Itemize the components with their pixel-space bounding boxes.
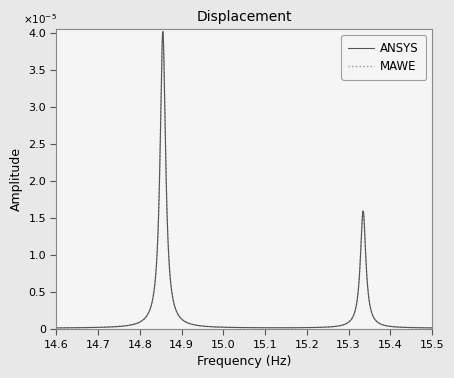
- Text: $\times\mathregular{10}^{-5}$: $\times\mathregular{10}^{-5}$: [23, 12, 57, 26]
- MAWE: [73, 325, 78, 330]
- ANSYS: [54, 325, 59, 330]
- ANSYS: [190, 322, 195, 327]
- ANSYS: [292, 325, 298, 330]
- Line: MAWE: MAWE: [56, 32, 432, 328]
- MAWE: [160, 29, 166, 34]
- MAWE: [429, 325, 434, 330]
- ANSYS: [352, 309, 358, 314]
- MAWE: [276, 325, 281, 330]
- Y-axis label: Amplitude: Amplitude: [10, 147, 23, 211]
- Legend: ANSYS, MAWE: ANSYS, MAWE: [341, 35, 426, 80]
- Title: Displacement: Displacement: [197, 10, 292, 24]
- MAWE: [190, 322, 195, 327]
- ANSYS: [73, 325, 78, 330]
- ANSYS: [332, 324, 338, 329]
- ANSYS: [429, 325, 434, 330]
- ANSYS: [276, 325, 281, 330]
- ANSYS: [160, 29, 166, 34]
- MAWE: [332, 324, 338, 329]
- MAWE: [292, 325, 298, 330]
- X-axis label: Frequency (Hz): Frequency (Hz): [197, 355, 291, 368]
- MAWE: [352, 309, 358, 314]
- MAWE: [54, 325, 59, 330]
- Line: ANSYS: ANSYS: [56, 32, 432, 328]
